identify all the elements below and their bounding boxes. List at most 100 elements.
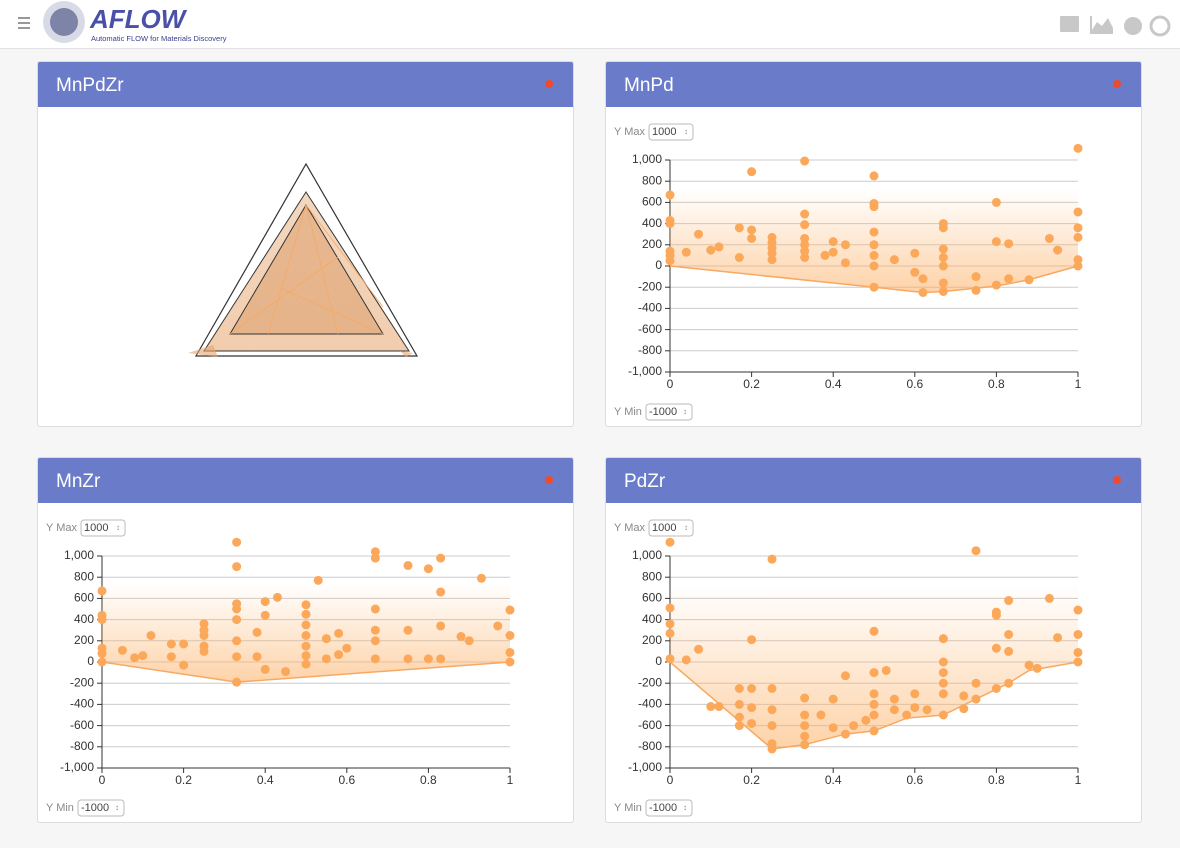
point[interactable] (1024, 660, 1034, 670)
point[interactable] (734, 223, 744, 233)
point[interactable] (869, 710, 879, 720)
point[interactable] (767, 684, 777, 693)
point[interactable] (321, 654, 331, 664)
point[interactable] (747, 635, 757, 645)
point[interactable] (252, 627, 262, 637)
point[interactable] (971, 285, 981, 295)
point[interactable] (505, 657, 515, 667)
point[interactable] (260, 597, 270, 607)
point[interactable] (252, 652, 262, 662)
point[interactable] (97, 586, 107, 596)
point[interactable] (938, 286, 948, 296)
point[interactable] (910, 703, 920, 713)
point[interactable] (747, 718, 757, 728)
point[interactable] (849, 721, 859, 731)
point[interactable] (869, 726, 879, 736)
number-input[interactable] (648, 123, 694, 141)
point[interactable] (938, 689, 948, 699)
point[interactable] (869, 626, 879, 636)
point[interactable] (232, 537, 242, 547)
point[interactable] (313, 575, 323, 585)
chart-icon[interactable] (1090, 16, 1113, 34)
point[interactable] (869, 282, 879, 292)
point[interactable] (665, 628, 675, 638)
point[interactable] (1004, 596, 1014, 606)
point[interactable] (869, 689, 879, 699)
point[interactable] (991, 237, 1001, 247)
point[interactable] (423, 564, 433, 574)
history-icon[interactable] (1149, 15, 1171, 37)
point[interactable] (959, 691, 969, 701)
point[interactable] (97, 615, 107, 625)
point[interactable] (991, 684, 1001, 693)
point[interactable] (991, 643, 1001, 653)
point[interactable] (301, 631, 311, 640)
point[interactable] (260, 610, 270, 620)
point[interactable] (800, 220, 810, 230)
point[interactable] (1073, 232, 1083, 242)
point[interactable] (971, 694, 981, 704)
point[interactable] (902, 710, 912, 720)
point[interactable] (800, 721, 810, 731)
point[interactable] (334, 650, 344, 660)
point[interactable] (800, 246, 810, 256)
point[interactable] (991, 610, 1001, 620)
point[interactable] (130, 653, 140, 663)
point[interactable] (321, 634, 331, 644)
point[interactable] (464, 636, 474, 646)
point[interactable] (800, 731, 810, 741)
point[interactable] (97, 649, 107, 659)
point[interactable] (232, 636, 242, 646)
point[interactable] (370, 553, 380, 563)
point[interactable] (665, 603, 675, 613)
point[interactable] (436, 553, 446, 563)
point[interactable] (828, 247, 838, 257)
point[interactable] (706, 245, 716, 255)
number-input[interactable] (648, 519, 694, 537)
point[interactable] (734, 699, 744, 709)
number-input[interactable] (645, 403, 693, 421)
point[interactable] (938, 668, 948, 678)
point[interactable] (436, 654, 446, 664)
point[interactable] (816, 710, 826, 720)
point[interactable] (199, 646, 209, 656)
point[interactable] (232, 615, 242, 625)
point[interactable] (166, 639, 176, 649)
point[interactable] (991, 280, 1001, 290)
point[interactable] (146, 631, 156, 640)
point[interactable] (1073, 657, 1083, 667)
point[interactable] (971, 546, 981, 556)
point[interactable] (1073, 255, 1083, 265)
point[interactable] (1044, 593, 1054, 603)
point[interactable] (665, 619, 675, 629)
point[interactable] (869, 240, 879, 250)
number-input[interactable] (80, 519, 126, 537)
point[interactable] (179, 639, 189, 649)
point[interactable] (767, 248, 777, 258)
number-input[interactable] (645, 799, 693, 817)
point[interactable] (747, 167, 757, 177)
point[interactable] (199, 631, 209, 640)
point[interactable] (665, 537, 675, 547)
point[interactable] (820, 250, 830, 260)
point[interactable] (938, 261, 948, 271)
point[interactable] (959, 704, 969, 714)
point[interactable] (476, 573, 486, 583)
number-input[interactable] (77, 799, 125, 817)
point[interactable] (1004, 678, 1014, 688)
point[interactable] (800, 740, 810, 750)
point[interactable] (800, 253, 810, 263)
point[interactable] (403, 625, 413, 635)
point[interactable] (1032, 663, 1042, 673)
point[interactable] (840, 258, 850, 268)
point[interactable] (436, 621, 446, 631)
point[interactable] (232, 562, 242, 572)
point[interactable] (138, 651, 148, 661)
point[interactable] (1044, 233, 1054, 243)
point[interactable] (910, 267, 920, 277)
point[interactable] (681, 655, 691, 665)
point[interactable] (918, 288, 928, 297)
point[interactable] (800, 156, 810, 166)
point[interactable] (199, 619, 209, 629)
point[interactable] (665, 654, 675, 664)
